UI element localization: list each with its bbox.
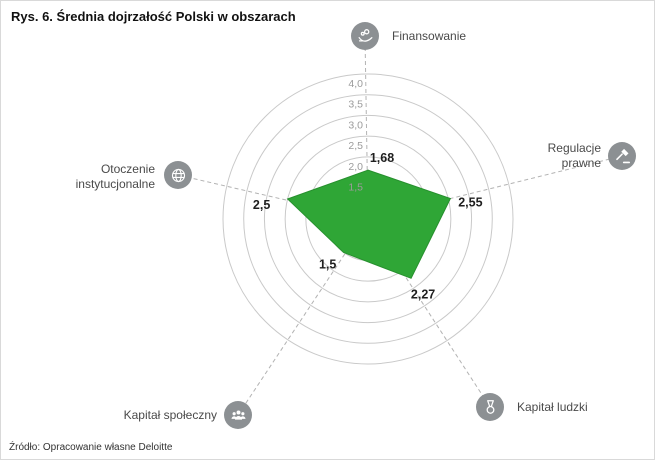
category-label-otoczenie-instytucjonalne: Otoczenie instytucjonalne bbox=[75, 162, 155, 191]
source-note: Źródło: Opracowanie własne Deloitte bbox=[9, 442, 173, 453]
radar-ring bbox=[263, 114, 473, 324]
radar-ring bbox=[284, 135, 452, 303]
ring-scale-label: 3,5 bbox=[348, 99, 363, 111]
data-polygon bbox=[286, 169, 452, 279]
category-label-kapital-spoleczny: Kapitał społeczny bbox=[123, 408, 217, 422]
figure-title: Rys. 6. Średnia dojrzałość Polski w obsz… bbox=[11, 9, 296, 24]
globe-icon bbox=[164, 161, 192, 189]
value-label: 2,27 bbox=[411, 287, 435, 301]
value-label: 1,68 bbox=[370, 151, 394, 165]
ring-scale-label: 2,0 bbox=[348, 161, 363, 173]
axis-line bbox=[177, 174, 369, 220]
category-label-regulacje-prawne: Regulacje prawne bbox=[547, 141, 601, 170]
category-label-kapital-ludzki: Kapitał ludzki bbox=[517, 400, 588, 414]
category-label-finansowanie: Finansowanie bbox=[392, 29, 467, 43]
hand-coins-icon bbox=[351, 22, 379, 50]
medal-icon bbox=[476, 393, 504, 421]
value-label: 2,55 bbox=[458, 195, 482, 209]
ring-scale-label: 2,5 bbox=[348, 140, 363, 152]
radar-ring bbox=[243, 94, 493, 344]
ring-scale-label: 3,0 bbox=[348, 119, 363, 131]
value-label: 1,5 bbox=[319, 258, 336, 272]
gavel-icon bbox=[608, 142, 636, 170]
radar-ring bbox=[222, 73, 514, 365]
ring-scale-label: 4,0 bbox=[348, 78, 363, 90]
ring-scale-label: 1,5 bbox=[348, 182, 363, 194]
people-icon bbox=[224, 401, 252, 429]
value-label: 2,5 bbox=[253, 198, 270, 212]
